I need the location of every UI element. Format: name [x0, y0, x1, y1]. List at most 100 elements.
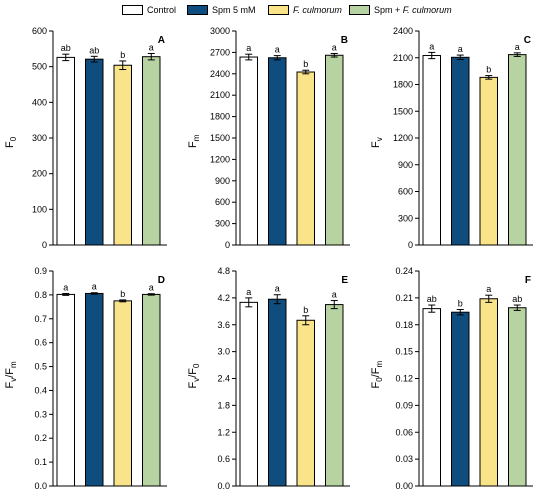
y-tick-label: 0 — [42, 240, 47, 250]
bar — [85, 58, 104, 246]
bar — [239, 56, 258, 246]
y-axis-label: F0 — [4, 136, 18, 148]
y-tick-label: 0.21 — [395, 293, 413, 303]
significance-letter: b — [458, 299, 463, 309]
y-tick-label: 0.06 — [395, 427, 413, 437]
bar — [451, 56, 470, 246]
legend-label-fculmorum: F. culmorum — [293, 5, 342, 15]
y-tick-label: 4.8 — [217, 266, 230, 276]
y-tick-label: 0.12 — [395, 374, 413, 384]
y-tick-label: 0.09 — [395, 400, 413, 410]
y-tick-label: 0.15 — [395, 347, 413, 357]
y-tick-label: 0.2 — [34, 433, 47, 443]
y-axis-label-sub: 0 — [375, 377, 384, 382]
y-tick-label: 2100 — [393, 53, 413, 63]
y-tick-label: 1200 — [210, 154, 230, 164]
y-tick-label: 2400 — [210, 69, 230, 79]
bar — [479, 76, 498, 246]
y-tick-label: 0.7 — [34, 314, 47, 324]
y-axis-label: F0/Fm — [370, 361, 384, 389]
significance-letter: a — [246, 43, 251, 53]
y-tick-label: 300 — [32, 133, 47, 143]
bar — [268, 298, 287, 487]
legend-swatch-spm-fculmorum — [349, 5, 370, 15]
panel-f: 0.000.030.060.090.120.150.180.210.24F0/F… — [370, 266, 533, 491]
significance-letter: b — [303, 305, 308, 315]
y-tick-label: 3.0 — [217, 347, 230, 357]
bar — [422, 308, 441, 487]
bar — [479, 298, 498, 487]
significance-letter: b — [486, 65, 491, 75]
y-axis-label-main: F — [187, 141, 199, 148]
y-tick-label: 300 — [398, 213, 413, 223]
y-tick-label: 100 — [32, 204, 47, 214]
y-axis-label-sub2: m — [375, 361, 384, 368]
significance-letter: a — [458, 44, 463, 54]
y-axis-label-sub: v — [9, 378, 18, 382]
y-tick-label: 600 — [398, 187, 413, 197]
y-tick-label: 0.00 — [395, 481, 413, 491]
legend-label-spm: Spm 5 mM — [212, 5, 256, 15]
y-tick-label: 600 — [215, 197, 230, 207]
bar — [325, 304, 344, 487]
y-axis-label-sub: v — [375, 137, 384, 141]
legend: Control Spm 5 mM F. culmorum Spm + F. cu… — [0, 4, 550, 18]
panel-label: B — [341, 35, 348, 46]
y-tick-label: 1.2 — [217, 427, 230, 437]
y-axis-label-sub2: 0 — [192, 363, 201, 368]
y-tick-label: 400 — [32, 97, 47, 107]
bar — [113, 64, 132, 246]
y-tick-label: 900 — [215, 176, 230, 186]
y-axis-label-tail: /F — [370, 367, 382, 377]
significance-letter: a — [332, 290, 337, 300]
y-tick-label: 0 — [225, 240, 230, 250]
y-axis-label: Fv — [370, 137, 384, 148]
panel-label: F — [525, 275, 531, 286]
y-axis-label: Fm — [187, 134, 201, 148]
y-axis-label-sub: 0 — [9, 136, 18, 141]
y-axis-label-main: F — [370, 382, 382, 389]
y-axis-label-main: F — [4, 382, 16, 389]
y-axis-label: Fv/Fm — [4, 361, 18, 389]
y-tick-label: 1500 — [393, 106, 413, 116]
bar — [296, 71, 315, 246]
bar — [508, 307, 527, 487]
bar — [85, 292, 104, 487]
y-tick-label: 1800 — [393, 80, 413, 90]
y-tick-label: 0.6 — [34, 338, 47, 348]
y-tick-label: 0.5 — [34, 362, 47, 372]
y-tick-label: 2100 — [210, 90, 230, 100]
bar — [508, 54, 527, 246]
panel-label: A — [158, 35, 165, 46]
significance-letter: a — [149, 283, 154, 293]
y-tick-label: 300 — [215, 219, 230, 229]
y-axis-label-tail: /F — [4, 368, 16, 378]
y-tick-label: 500 — [32, 62, 47, 72]
significance-letter: a — [275, 284, 280, 294]
y-axis-label-main: F — [370, 141, 382, 148]
bar — [113, 300, 132, 487]
y-axis-label-sub2: m — [9, 361, 18, 368]
y-tick-label: 0.4 — [34, 385, 47, 395]
significance-letter: a — [92, 282, 97, 292]
panel-label: E — [341, 275, 348, 286]
significance-letter: b — [120, 50, 125, 60]
y-tick-label: 1800 — [210, 112, 230, 122]
significance-letter: a — [429, 41, 434, 51]
y-tick-label: 1200 — [393, 133, 413, 143]
significance-letter: a — [275, 45, 280, 55]
bar — [296, 319, 315, 487]
y-tick-label: 0.0 — [217, 481, 230, 491]
legend-label-spm-fculmorum: Spm + F. culmorum — [374, 5, 452, 15]
significance-letter: ab — [427, 294, 437, 304]
y-tick-label: 3.6 — [217, 320, 230, 330]
significance-letter: b — [303, 59, 308, 69]
y-tick-label: 0.24 — [395, 266, 413, 276]
bar — [56, 56, 75, 246]
y-axis-label-main: F — [187, 382, 199, 389]
significance-letter: a — [63, 282, 68, 292]
